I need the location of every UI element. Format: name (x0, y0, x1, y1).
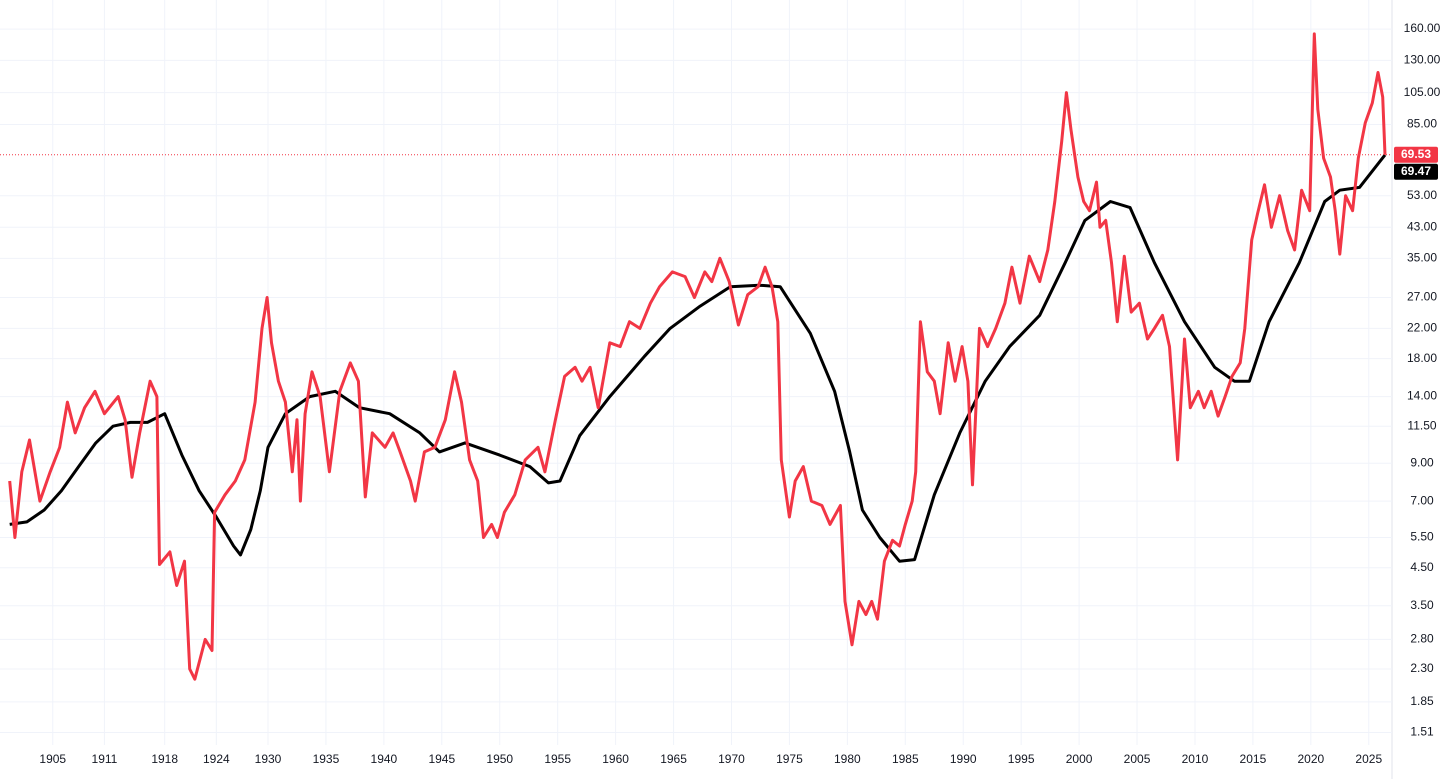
x-tick-label: 1924 (203, 752, 230, 766)
last-value-label: 69.53 (1401, 147, 1431, 161)
y-tick-label: 1.85 (1410, 694, 1434, 708)
y-tick-label: 160.00 (1404, 21, 1441, 35)
y-tick-label: 9.00 (1410, 455, 1434, 469)
x-tick-label: 1975 (776, 752, 803, 766)
x-tick-label: 2000 (1066, 752, 1093, 766)
y-tick-label: 1.51 (1410, 725, 1434, 739)
x-tick-label: 1905 (39, 752, 66, 766)
y-tick-label: 27.00 (1407, 290, 1437, 304)
y-tick-label: 85.00 (1407, 117, 1437, 131)
x-tick-label: 1918 (151, 752, 178, 766)
y-tick-label: 35.00 (1407, 251, 1437, 265)
grid (0, 0, 1392, 745)
x-tick-label: 1985 (892, 752, 919, 766)
x-tick-label: 1960 (602, 752, 629, 766)
line-series (8, 32, 1387, 681)
y-tick-label: 4.50 (1410, 560, 1434, 574)
y-tick-label: 22.00 (1407, 321, 1437, 335)
line-series (9, 153, 1387, 563)
y-tick-label: 2.80 (1410, 632, 1434, 646)
x-tick-label: 2025 (1355, 752, 1382, 766)
x-tick-label: 1955 (544, 752, 571, 766)
x-tick-label: 1990 (950, 752, 977, 766)
y-tick-label: 18.00 (1407, 351, 1437, 365)
y-tick-label: 53.00 (1407, 188, 1437, 202)
y-tick-label: 11.50 (1407, 418, 1436, 432)
x-tick-label: 1945 (428, 752, 455, 766)
x-tick-label: 1995 (1008, 752, 1035, 766)
x-tick-label: 1930 (255, 752, 282, 766)
x-tick-label: 1950 (486, 752, 513, 766)
x-tick-label: 1970 (718, 752, 745, 766)
y-tick-label: 7.00 (1410, 493, 1434, 507)
x-tick-label: 2005 (1124, 752, 1151, 766)
last-value-box (1394, 163, 1438, 180)
y-tick-label: 105.00 (1404, 85, 1441, 99)
y-tick-label: 3.50 (1410, 598, 1434, 612)
x-tick-label: 1940 (371, 752, 398, 766)
last-value-label: 69.47 (1401, 164, 1431, 178)
x-tick-label: 2020 (1297, 752, 1324, 766)
y-tick-label: 5.50 (1410, 530, 1434, 544)
y-tick-label: 43.00 (1407, 219, 1437, 233)
x-tick-label: 1965 (660, 752, 687, 766)
x-tick-label: 2010 (1182, 752, 1209, 766)
x-tick-label: 1935 (313, 752, 340, 766)
x-tick-label: 2015 (1240, 752, 1267, 766)
y-tick-label: 130.00 (1404, 53, 1441, 67)
x-tick-label: 1980 (834, 752, 861, 766)
last-value-box (1394, 146, 1438, 163)
x-tick-label: 1911 (92, 752, 118, 766)
y-tick-label: 14.00 (1407, 389, 1437, 403)
y-tick-label: 2.30 (1410, 661, 1434, 675)
